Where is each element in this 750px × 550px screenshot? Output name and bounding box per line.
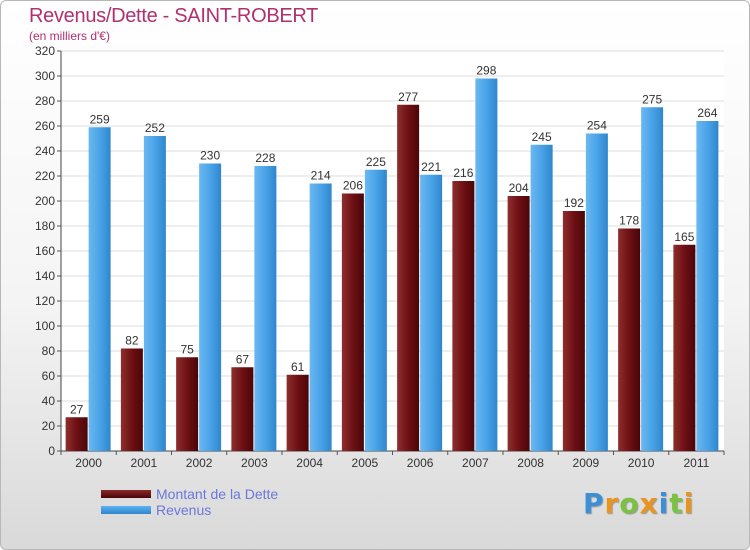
y-tick-label: 120	[35, 294, 55, 308]
bar-revenus	[143, 136, 166, 451]
data-label-revenus: 252	[145, 121, 165, 135]
x-tick-label: 2006	[407, 456, 434, 470]
x-tick-label: 2009	[573, 456, 600, 470]
y-tick-label: 100	[35, 319, 55, 333]
bar-revenus	[585, 133, 608, 451]
data-label-revenus: 245	[532, 130, 552, 144]
y-tick-label: 140	[35, 269, 55, 283]
bar-revenus	[199, 163, 222, 451]
x-tick-label: 2005	[352, 456, 379, 470]
bar-dette	[618, 228, 641, 451]
y-tick-label: 300	[35, 69, 55, 83]
bar-dette	[231, 367, 254, 451]
y-tick-label: 240	[35, 144, 55, 158]
data-label-dette: 216	[453, 166, 473, 180]
y-tick-label: 20	[42, 419, 56, 433]
data-label-revenus: 221	[421, 160, 441, 174]
bar-revenus	[530, 144, 553, 451]
y-tick-label: 260	[35, 119, 55, 133]
data-label-revenus: 259	[90, 112, 110, 126]
x-tick-label: 2000	[75, 456, 102, 470]
data-label-dette: 165	[674, 230, 694, 244]
y-tick-label: 180	[35, 219, 55, 233]
bar-dette	[562, 211, 585, 451]
bar-dette	[65, 417, 88, 451]
bar-dette	[452, 181, 475, 451]
x-tick-label: 2008	[517, 456, 544, 470]
bar-revenus	[364, 169, 387, 451]
data-label-dette: 206	[343, 179, 363, 193]
logo-letter: i	[683, 487, 695, 520]
legend-label-dette: Montant de la Dette	[156, 486, 279, 502]
logo-letter: i	[658, 487, 670, 520]
data-label-revenus: 264	[697, 106, 717, 120]
data-label-revenus: 228	[255, 151, 275, 165]
legend-swatch-revenus	[101, 506, 151, 514]
data-label-dette: 67	[236, 352, 250, 366]
x-tick-label: 2007	[462, 456, 489, 470]
bar-dette	[341, 193, 364, 451]
data-label-revenus: 298	[476, 64, 496, 78]
bar-dette	[286, 374, 309, 451]
data-label-dette: 178	[619, 214, 639, 228]
data-label-dette: 61	[291, 360, 305, 374]
y-tick-label: 0	[48, 444, 55, 458]
bar-revenus	[88, 127, 111, 451]
bar-revenus	[475, 78, 498, 451]
data-label-dette: 82	[125, 334, 139, 348]
y-tick-label: 40	[42, 394, 56, 408]
bar-chart: 0 20 40 60 80 100 120 140 160 180 200 220 240 260 280 3…	[35, 44, 725, 470]
y-tick-label: 320	[35, 44, 55, 58]
data-label-revenus: 254	[587, 119, 607, 133]
bar-dette	[673, 244, 696, 451]
x-tick-label: 2011	[683, 456, 709, 470]
logo-letter: P	[583, 487, 605, 520]
bar-dette	[507, 196, 530, 451]
y-tick-label: 200	[35, 194, 55, 208]
y-tick-label: 220	[35, 169, 55, 183]
x-tick-label: 2004	[296, 456, 323, 470]
x-tick-label: 2002	[186, 456, 213, 470]
y-tick-label: 160	[35, 244, 55, 258]
legend-swatch-dette	[101, 490, 151, 498]
data-label-dette: 75	[180, 342, 194, 356]
y-tick-label: 280	[35, 94, 55, 108]
x-tick-label: 2010	[628, 456, 655, 470]
x-tick-label: 2003	[241, 456, 268, 470]
bar-dette	[120, 348, 143, 451]
bar-revenus	[641, 107, 664, 451]
data-label-revenus: 225	[366, 155, 386, 169]
logo-letter: o	[619, 487, 640, 520]
data-label-dette: 204	[509, 181, 529, 195]
data-label-dette: 27	[70, 402, 84, 416]
y-tick-label: 80	[42, 344, 56, 358]
bar-dette	[176, 357, 199, 451]
logo-letter: r	[604, 487, 620, 520]
bar-revenus	[254, 166, 277, 451]
bar-revenus	[420, 174, 443, 451]
x-tick-label: 2001	[131, 456, 158, 470]
logo-letter: t	[669, 487, 684, 520]
chart-subtitle: (en milliers d'€)	[29, 29, 110, 43]
y-tick-label: 60	[42, 369, 56, 383]
bar-dette	[397, 104, 420, 451]
data-label-revenus: 230	[200, 149, 220, 163]
legend-label-revenus: Revenus	[156, 502, 212, 518]
chart-title: Revenus/Dette - SAINT-ROBERT	[29, 5, 319, 27]
data-label-dette: 277	[398, 90, 418, 104]
bar-revenus	[309, 183, 332, 451]
data-label-revenus: 214	[311, 169, 331, 183]
data-label-dette: 192	[564, 196, 584, 210]
logo-letter: x	[639, 487, 659, 520]
bar-revenus	[696, 121, 719, 451]
proxiti-logo: Proxiti	[583, 487, 694, 520]
data-label-revenus: 275	[642, 92, 662, 106]
